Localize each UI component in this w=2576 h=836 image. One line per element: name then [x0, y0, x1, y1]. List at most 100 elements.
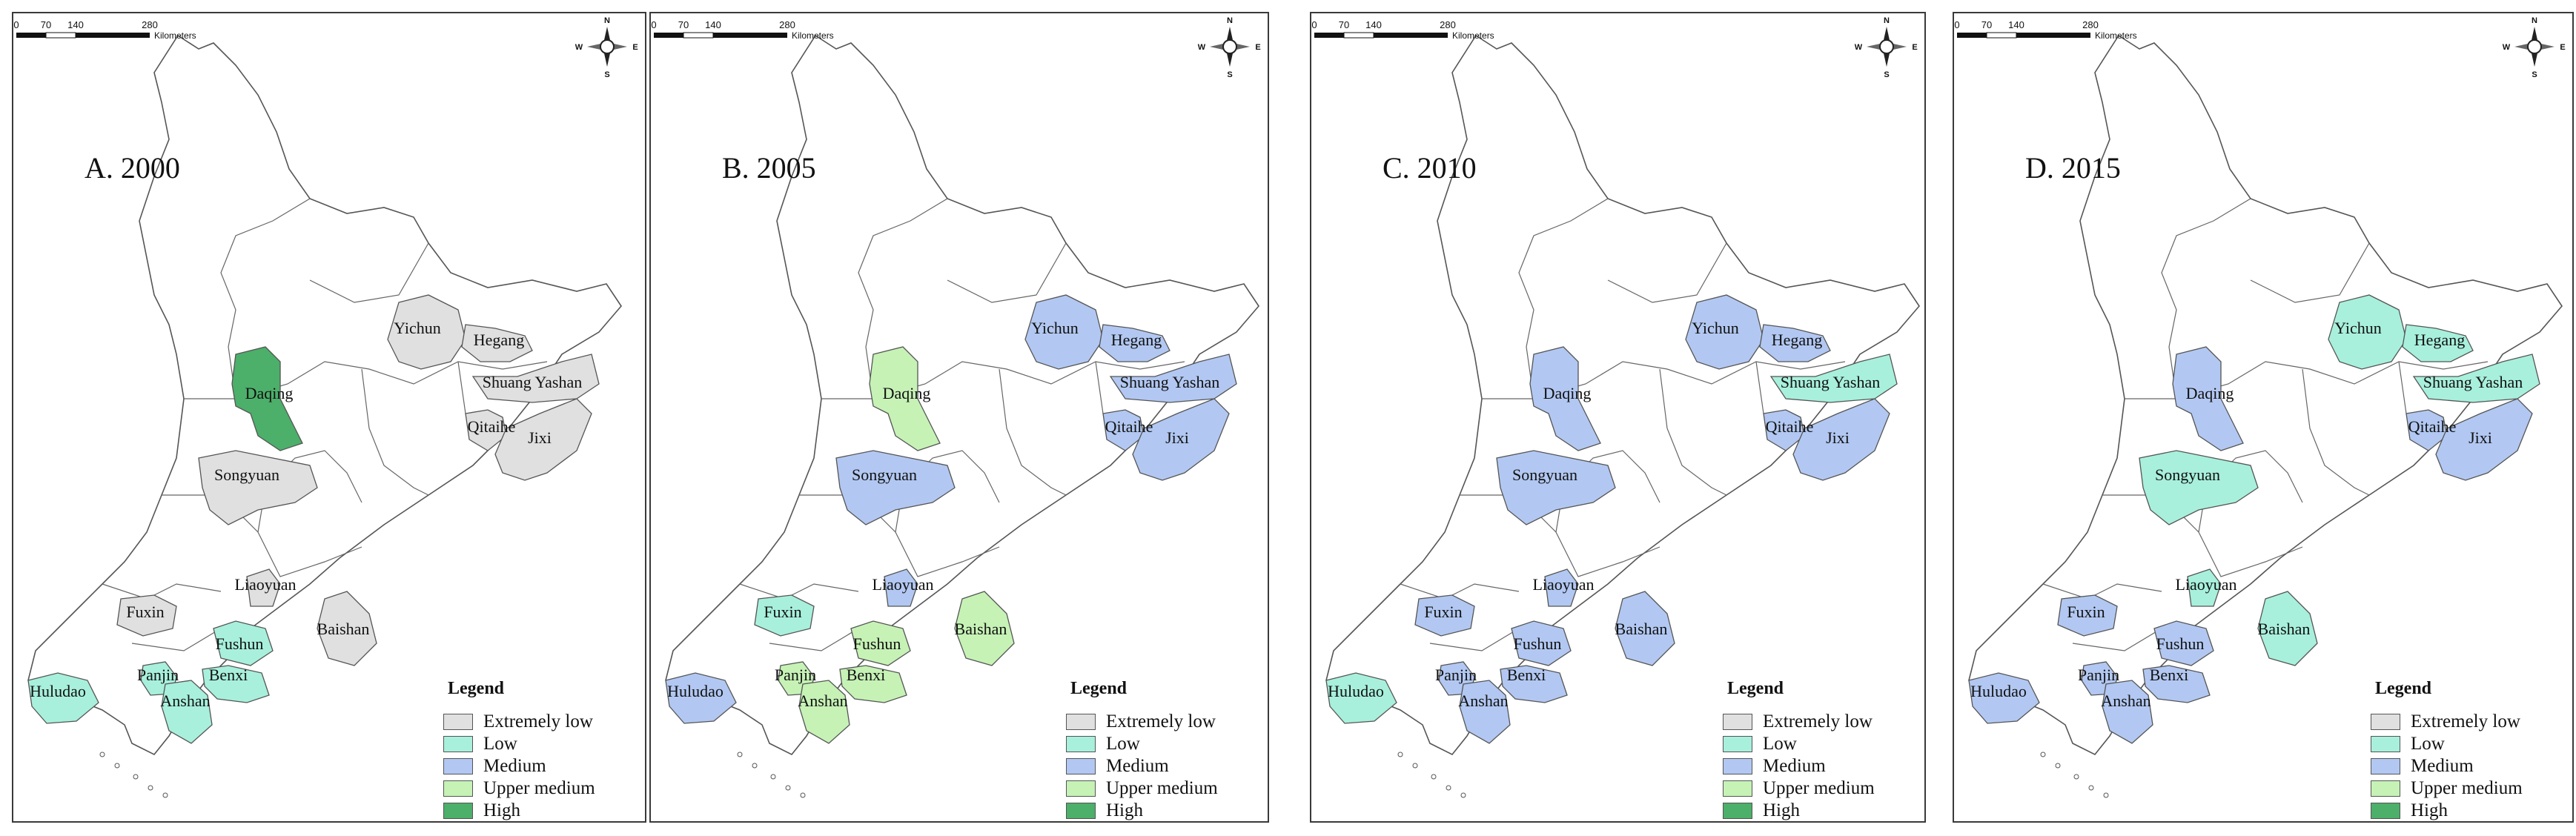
- legend-item: High: [443, 800, 621, 821]
- compass-s: S: [1227, 70, 1232, 79]
- city-label-panjin: Panjin: [775, 666, 816, 684]
- city-label-yichun: Yichun: [1692, 319, 1739, 337]
- scale-segment: [683, 32, 714, 39]
- legend-swatch: [443, 714, 473, 730]
- scale-segment: [45, 32, 76, 39]
- city-label-qitaihe: Qitaihe: [468, 417, 516, 436]
- legend-label: Extremely low: [2411, 711, 2520, 732]
- city-region-hegang: [1759, 324, 1831, 362]
- compass-rose-icon: N S E W: [1198, 16, 1261, 79]
- city-region-baishan: [1615, 591, 1675, 666]
- city-label-jixi: Jixi: [2469, 428, 2492, 447]
- legend-label: Upper medium: [1763, 778, 1875, 798]
- legend-title: Legend: [1070, 679, 1128, 698]
- province-boundary: [739, 583, 859, 600]
- city-label-hegang: Hegang: [1111, 331, 1162, 349]
- island: [752, 763, 758, 769]
- city-label-daqing: Daqing: [1543, 384, 1592, 402]
- panel-title: B. 2005: [722, 151, 816, 185]
- city-region-yichun: [2328, 294, 2407, 370]
- legend-item: Low: [443, 733, 621, 755]
- compass-rose-icon: N S E W: [2503, 16, 2566, 79]
- legend-swatch: [443, 803, 473, 819]
- map-panel: Daqing Yichun Hegang Shuang Yashan Qitaihe Ji…: [1953, 12, 2574, 823]
- legend-item: Extremely low: [1066, 711, 1244, 733]
- scale-segment: [1957, 33, 1987, 38]
- compass-w: W: [575, 43, 583, 52]
- city-label-hegang: Hegang: [474, 331, 524, 349]
- city-label-shuangyashan: Shuang Yashan: [483, 373, 582, 391]
- city-label-huludao: Huludao: [1328, 682, 1384, 700]
- legend-title: Legend: [1727, 679, 1784, 698]
- compass-e: E: [2560, 43, 2565, 52]
- city-label-baishan: Baishan: [1615, 620, 1668, 638]
- compass-n: N: [1884, 16, 1890, 25]
- compass-n: N: [604, 16, 610, 25]
- city-region-yichun: [1685, 294, 1764, 370]
- scale-tick-label: 70: [678, 19, 689, 30]
- island: [114, 763, 120, 769]
- compass-s: S: [2532, 70, 2537, 79]
- province-boundary: [1400, 583, 1520, 600]
- compass-center: [2527, 39, 2542, 54]
- city-label-benxi: Benxi: [2150, 666, 2189, 684]
- city-region-shuangyashan: [2412, 354, 2540, 403]
- city-region-benxi: [839, 665, 907, 703]
- map-panel: Daqing Yichun Hegang Shuang Yashan Qitaihe Ji…: [12, 12, 646, 823]
- city-region-anshan: [2102, 680, 2153, 744]
- city-label-jixi: Jixi: [528, 428, 552, 447]
- legend-item: Upper medium: [443, 777, 621, 800]
- city-region-daqing: [869, 346, 941, 451]
- island: [1397, 752, 1403, 757]
- scale-tick-label: 280: [142, 19, 158, 30]
- legend-label: Medium: [483, 756, 546, 776]
- map-panel: Daqing Yichun Hegang Shuang Yashan Qitaihe Ji…: [649, 12, 1269, 823]
- legend-item: High: [1066, 800, 1244, 821]
- legend-swatch: [1066, 758, 1096, 774]
- compass-w: W: [1855, 43, 1863, 52]
- city-label-shuangyashan: Shuang Yashan: [2423, 373, 2523, 391]
- legend: Legend Extremely low Low Medium Upper medium…: [443, 679, 621, 821]
- scale-unit-label: Kilometers: [2095, 30, 2137, 41]
- compass-rose-icon: N S E W: [1855, 16, 1918, 79]
- panel-title: A. 2000: [85, 151, 180, 185]
- legend-swatch: [1723, 758, 1752, 774]
- city-label-songyuan: Songyuan: [1512, 465, 1577, 484]
- city-label-baishan: Baishan: [317, 620, 370, 638]
- city-region-fushun: [213, 620, 274, 666]
- province-boundary: [1659, 368, 1727, 496]
- city-label-liaoyuan: Liaoyuan: [2175, 575, 2236, 594]
- legend-label: Medium: [1763, 756, 1826, 776]
- island: [2040, 752, 2046, 757]
- island: [1431, 774, 1437, 780]
- city-region-fuxin: [1414, 594, 1475, 637]
- scale-tick-label: 0: [1311, 19, 1317, 30]
- city-region-songyuan: [198, 450, 318, 525]
- legend-item: Low: [2371, 733, 2549, 755]
- compass-s: S: [1884, 70, 1889, 79]
- region-outline: [1968, 34, 2563, 756]
- legend-label: High: [483, 800, 520, 820]
- legend-swatch: [1066, 803, 1096, 819]
- city-label-fuxin: Fuxin: [764, 603, 801, 621]
- legend-item: Extremely low: [2371, 711, 2549, 733]
- legend-item: Medium: [1066, 755, 1244, 777]
- city-label-daqing: Daqing: [2186, 384, 2234, 402]
- scale-tick-label: 0: [651, 19, 656, 30]
- compass-w: W: [1198, 43, 1206, 52]
- island: [785, 785, 791, 791]
- legend-swatch: [1066, 780, 1096, 797]
- panel-title: C. 2010: [1383, 151, 1477, 185]
- legend: Legend Extremely low Low Medium Upper medium…: [2371, 679, 2549, 821]
- island: [737, 752, 743, 757]
- compass-e: E: [1912, 43, 1917, 52]
- province-boundary: [220, 198, 311, 399]
- province-boundary: [999, 368, 1067, 496]
- legend-swatch: [2371, 736, 2400, 752]
- legend-swatch: [2371, 803, 2400, 819]
- scale-unit-label: Kilometers: [154, 30, 196, 41]
- city-region-fuxin: [754, 594, 815, 637]
- city-label-songyuan: Songyuan: [2155, 465, 2220, 484]
- scale-tick-label: 0: [13, 19, 19, 30]
